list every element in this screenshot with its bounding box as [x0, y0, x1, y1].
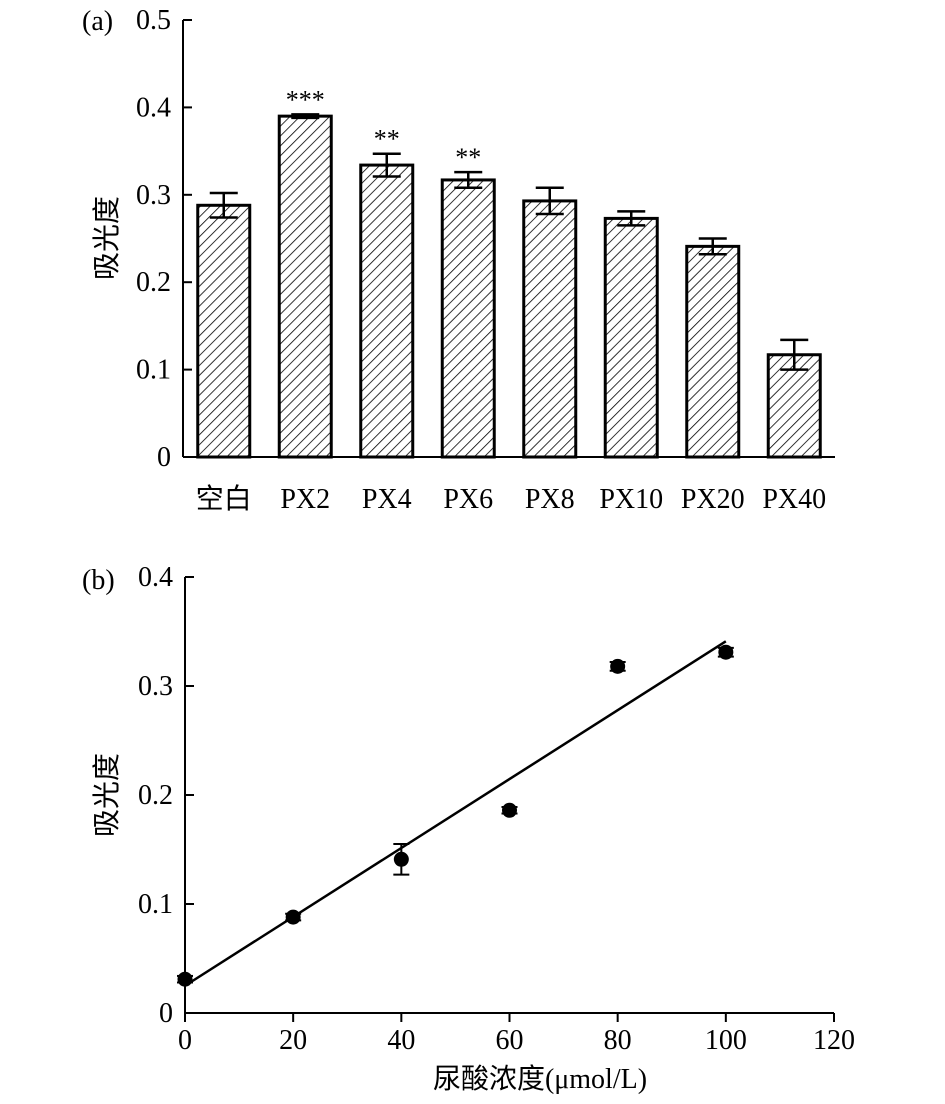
panel-a-category-label: PX8	[525, 484, 575, 515]
panel-a-labels: 0 0.1 0.2 0.3 0.4 0.5 空白 PX2 *** PX4 ** PX6 ** PX8 PX1…	[136, 5, 826, 515]
panel-b-data-point	[177, 971, 193, 987]
panel-b-scatter-chart: (b) 吸光度 尿酸浓度(μmol/L) 0 0.1 0.2 0.3 0.4 0 20 40 6…	[82, 562, 855, 1095]
panel-b-x-axis-title: 尿酸浓度(μmol/L)	[433, 1063, 647, 1095]
panel-a-bar	[277, 114, 333, 459]
panel-b-x-tick-label: 80	[604, 1025, 632, 1056]
panel-a-bar-chart: (a) 吸光度 0 0.1 0.2 0.3 0.4 0.5 空白 PX2 *** PX4 ** PX6…	[82, 5, 835, 515]
panel-a-bar	[440, 178, 496, 459]
panel-b-data-point	[285, 909, 301, 925]
panel-a-significance-label: **	[374, 125, 400, 154]
panel-b-x-tick-label: 20	[279, 1025, 307, 1056]
panel-b-x-tick-label: 40	[387, 1025, 415, 1056]
panel-b-x-tick-label: 0	[178, 1025, 192, 1056]
panel-a-bar	[196, 203, 252, 459]
panel-a-significance-label: ***	[286, 85, 325, 114]
panel-a-category-label: PX40	[762, 484, 826, 515]
panel-a-category-label: PX2	[280, 484, 330, 515]
panel-a-category-label: PX20	[681, 484, 745, 515]
panel-a-y-tick-label: 0.1	[136, 355, 171, 386]
panel-a-bar	[359, 163, 415, 459]
panel-b-x-tick-label: 120	[813, 1025, 855, 1056]
panel-b-y-tick-label: 0.1	[138, 889, 173, 920]
panel-a-category-label: PX4	[362, 484, 412, 515]
panel-b-x-tick-label: 60	[496, 1025, 524, 1056]
panel-b-y-axis-title: 吸光度	[91, 753, 123, 837]
panel-b-axes: 0 0.1 0.2 0.3 0.4 0 20 40 60 80 100 120	[138, 562, 855, 1056]
panel-a-category-label: 空白	[196, 483, 252, 515]
panel-b-y-tick-label: 0.3	[138, 671, 173, 702]
panel-b-y-tick-label: 0.2	[138, 780, 173, 811]
panel-a-label: (a)	[82, 6, 113, 37]
panel-a-bar	[766, 353, 822, 459]
panel-a-bar	[603, 216, 659, 459]
panel-a-bar	[522, 199, 578, 459]
panel-a-bar	[685, 244, 741, 459]
panel-b-marks	[177, 640, 734, 987]
panel-a-y-tick-label: 0.4	[136, 92, 171, 123]
panel-b-data-point	[610, 658, 626, 674]
panel-a-y-tick-label: 0.2	[136, 267, 171, 298]
panel-b-fit-line	[184, 640, 727, 987]
panel-a-bars	[196, 113, 822, 459]
panel-a-y-tick-label: 0.5	[136, 5, 171, 36]
panel-b-x-tick-label: 100	[705, 1025, 747, 1056]
panel-b-data-point	[718, 644, 734, 660]
panel-b-label: (b)	[82, 565, 115, 596]
panel-a-y-tick-label: 0	[157, 442, 171, 473]
panel-b-y-tick-label: 0.4	[138, 562, 173, 593]
panel-b-y-tick-label: 0	[159, 998, 173, 1029]
panel-b-data-point	[502, 802, 517, 818]
panel-a-y-tick-label: 0.3	[136, 180, 171, 211]
panel-b-data-point	[393, 851, 409, 867]
panel-a-category-label: PX6	[443, 484, 493, 515]
panel-a-significance-label: **	[455, 143, 481, 172]
panel-a-y-axis-title: 吸光度	[91, 196, 123, 280]
panel-a-category-label: PX10	[599, 484, 663, 515]
